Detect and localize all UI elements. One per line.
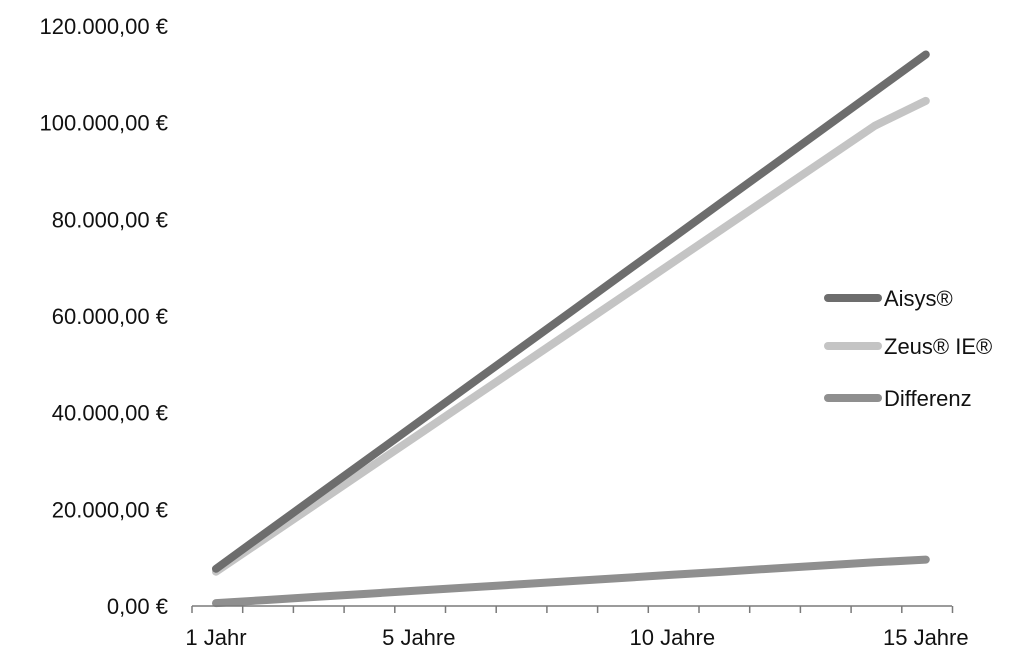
series-line-zeus-ie	[212, 96, 930, 576]
y-tick-label: 0,00 €	[107, 594, 168, 619]
y-tick-label: 100.000,00 €	[40, 111, 168, 136]
legend-label: Zeus® IE®	[884, 334, 992, 359]
x-tick-label: 5 Jahre	[382, 625, 455, 650]
x-tick-label: 1 Jahr	[185, 625, 246, 650]
legend-label: Differenz	[884, 386, 972, 411]
y-tick-label: 20.000,00 €	[52, 497, 168, 522]
plot-area	[212, 50, 930, 608]
legend-label: Aisys®	[884, 286, 953, 311]
axes: 0,00 € 20.000,00 € 40.000,00 € 60.000,00 € 8…	[40, 14, 969, 650]
x-tick-label: 15 Jahre	[883, 625, 969, 650]
legend: Aisys® Zeus® IE® Differenz	[824, 286, 992, 411]
y-tick-label: 60.000,00 €	[52, 304, 168, 329]
y-tick-label: 120.000,00 €	[40, 14, 168, 39]
series-line-differenz	[212, 555, 930, 608]
y-tick-label: 80.000,00 €	[52, 207, 168, 232]
x-tick-label: 10 Jahre	[629, 625, 715, 650]
y-tick-label: 40.000,00 €	[52, 401, 168, 426]
series-line-aisys	[212, 50, 930, 573]
